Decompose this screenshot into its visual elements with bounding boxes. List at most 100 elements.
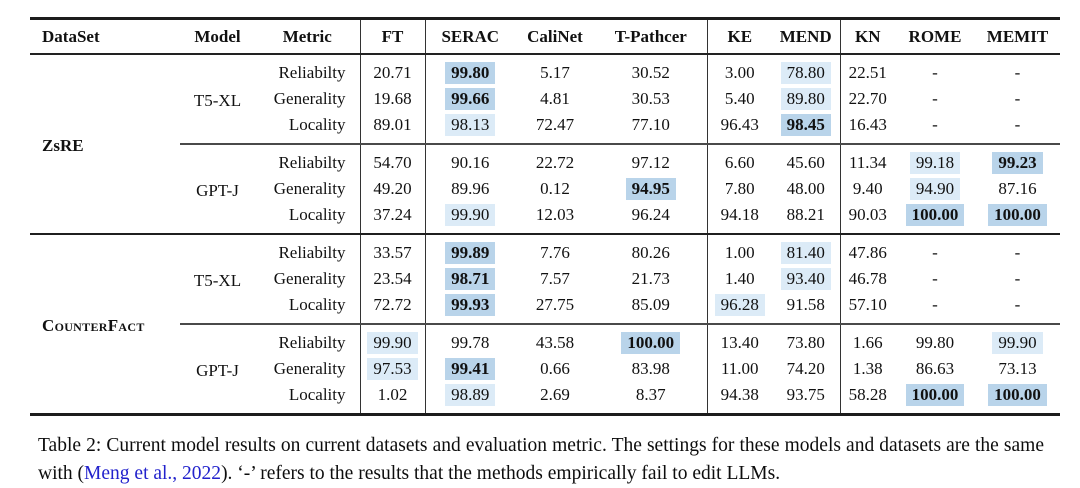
cell-ft: 99.90 (360, 323, 426, 356)
table-row: GPT-J Reliabilty 54.70 90.16 22.72 97.12 6.60 4… (30, 143, 1060, 234)
best-value-highlight: 99.80 (445, 62, 496, 84)
col-header-ke: KE (707, 18, 772, 55)
cell-serac: 90.16 (425, 143, 515, 176)
cell-serac: 99.66 (425, 86, 515, 112)
table-caption: Table 2: Current model results on curren… (38, 432, 1044, 488)
cell-rome: - (895, 233, 975, 266)
cell-memit: - (1014, 294, 1021, 314)
cell-ke: 96.43 (720, 114, 759, 134)
cell-serac: 89.96 (451, 178, 490, 198)
cell-mend: 91.58 (772, 292, 841, 324)
cell-mend: 74.20 (772, 356, 841, 382)
table-row: Locality 72.72 99.93 27.75 85.09 96.28 91.58 57… (30, 292, 1060, 324)
metric-label: Reliabilty (255, 143, 361, 176)
good-value-highlight: 99.90 (992, 332, 1043, 354)
best-value-highlight: 100.00 (905, 204, 965, 226)
best-value-highlight: 99.93 (445, 294, 496, 316)
cell-ke: 96.28 (707, 292, 772, 324)
best-value-highlight: 100.00 (905, 384, 965, 406)
good-value-highlight: 89.80 (780, 88, 831, 110)
cell-kn: 46.78 (848, 268, 887, 288)
cell-mend: 73.80 (772, 323, 841, 356)
cell-memit: 100.00 (975, 382, 1060, 415)
good-value-highlight: 98.89 (445, 384, 496, 406)
metric-label: Generality (255, 356, 361, 382)
cell-ft: 1.02 (360, 382, 426, 415)
cell-t-pathcer: 21.73 (595, 266, 708, 292)
cell-mend: 81.40 (772, 233, 841, 266)
col-header-dataset: DataSet (30, 18, 180, 55)
cell-ke: 7.80 (724, 178, 755, 198)
model-label: GPT-J (180, 323, 255, 415)
dataset-label: ZsRE (42, 136, 84, 156)
cell-kn: 22.70 (848, 88, 887, 108)
cell-serac: 99.78 (425, 323, 515, 356)
cell-rome: - (932, 294, 938, 314)
cell-t-pathcer: 8.37 (595, 382, 708, 415)
table-row: Generality 23.54 98.71 7.57 21.73 1.40 93.40 46… (30, 266, 1060, 292)
cell-t-pathcer: 80.26 (595, 233, 708, 266)
cell-ft: 20.71 (360, 54, 426, 86)
cell-mend: 93.75 (772, 382, 841, 415)
cell-t-pathcer: 83.98 (595, 356, 708, 382)
cell-t-pathcer: 97.12 (595, 143, 708, 176)
table-row: ZsRE T5-XL Reliabilty 20.71 99.80 5.17 30.52 3.… (30, 54, 1060, 155)
cell-ke: 1.40 (724, 268, 755, 288)
cell-ft: 37.24 (360, 202, 426, 234)
cell-serac: 98.13 (425, 112, 515, 144)
cell-t-pathcer: 85.09 (595, 292, 708, 324)
cell-t-pathcer: 94.95 (595, 176, 708, 202)
cell-memit: 87.16 (998, 178, 1037, 198)
cell-t-pathcer: 77.10 (595, 112, 708, 144)
results-table: DataSet Model Metric FT SERAC CaliNet T-Pathce… (30, 17, 1060, 416)
best-value-highlight: 98.71 (445, 268, 496, 290)
cell-calinet: 43.58 (515, 323, 595, 356)
table-row: GPT-J Reliabilty 99.90 99.78 43.58 100.00 13.4… (30, 323, 1060, 415)
col-header-memit: MEMIT (975, 18, 1060, 55)
cell-calinet: 0.66 (540, 358, 570, 378)
cell-rome: 99.80 (895, 323, 975, 356)
col-header-ft: FT (360, 18, 426, 55)
table-row: Locality 1.02 98.89 2.69 8.37 94.38 93.75 58.28… (30, 382, 1060, 415)
cell-memit: 99.23 (975, 143, 1060, 176)
cell-ft: 23.54 (360, 266, 426, 292)
cell-kn: 58.28 (848, 384, 887, 404)
metric-label: Locality (255, 292, 361, 324)
table-row: Generality 97.53 99.41 0.66 83.98 11.00 74.20 1… (30, 356, 1060, 382)
cell-serac: 99.80 (425, 54, 515, 86)
cell-calinet: 5.17 (540, 62, 570, 82)
cell-ke: 94.38 (720, 384, 759, 404)
citation-link[interactable]: Meng et al., 2022 (84, 463, 222, 484)
cell-mend: 45.60 (772, 143, 841, 176)
cell-calinet: 22.72 (515, 143, 595, 176)
cell-memit: - (1014, 88, 1021, 108)
cell-rome: 100.00 (895, 382, 975, 415)
cell-serac: 98.89 (425, 382, 515, 415)
col-header-mend: MEND (772, 18, 841, 55)
cell-ft: 49.20 (360, 176, 426, 202)
cell-rome: 99.18 (895, 143, 975, 176)
cell-memit: 100.00 (975, 202, 1060, 234)
metric-label: Generality (255, 266, 361, 292)
table-header: DataSet Model Metric FT SERAC CaliNet T-Pathce… (30, 18, 1060, 55)
cell-mend: 89.80 (772, 86, 841, 112)
cell-memit: - (1014, 114, 1021, 134)
col-header-metric: Metric (255, 18, 361, 55)
cell-ft: 89.01 (360, 112, 426, 144)
good-value-highlight: 99.18 (909, 152, 961, 174)
cell-serac: 98.71 (425, 266, 515, 292)
table-row: Generality 19.68 99.66 4.81 30.53 5.40 89.80 22… (30, 86, 1060, 112)
cell-mend: 48.00 (772, 176, 841, 202)
cell-calinet: 7.76 (515, 233, 595, 266)
cell-calinet: 12.03 (535, 204, 575, 224)
best-value-highlight: 99.89 (445, 242, 496, 264)
cell-rome: - (932, 88, 938, 108)
cell-memit: - (975, 233, 1060, 266)
cell-calinet: 27.75 (535, 294, 575, 314)
cell-memit: - (1014, 268, 1021, 288)
cell-calinet: 2.69 (540, 384, 570, 404)
cell-ke: 94.18 (720, 204, 759, 224)
col-header-t-pathcer: T-Pathcer (595, 18, 708, 55)
cell-mend: 98.45 (772, 112, 841, 144)
col-header-serac: SERAC (425, 18, 515, 55)
